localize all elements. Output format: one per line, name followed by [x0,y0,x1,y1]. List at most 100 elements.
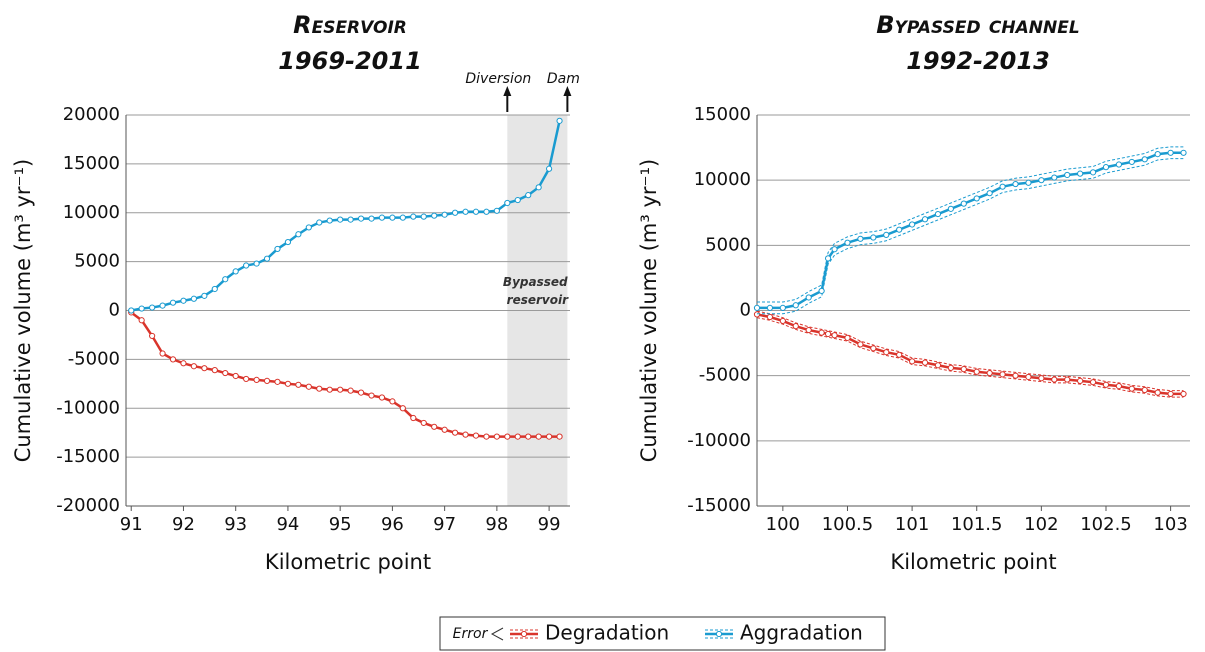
legend-error-label: Error [453,626,489,642]
data-point [159,350,166,357]
data-point [378,394,386,401]
data-point [973,368,980,375]
y-tick-label: -15000 [56,446,120,467]
data-point [818,287,825,295]
data-point [368,392,375,399]
data-point [483,208,490,215]
y-tick-label: -20000 [56,495,120,516]
annotation-label: Dam [547,71,580,87]
data-point [766,313,774,321]
data-point [909,221,916,228]
data-point [169,356,177,363]
data-point [305,224,312,231]
y-tick-label: 20000 [63,104,120,125]
data-point [1077,377,1084,384]
data-point [504,199,511,207]
data-point [138,317,145,324]
data-point [514,433,521,440]
data-point [960,200,967,207]
data-point [232,372,239,380]
data-point [1141,156,1148,163]
data-point [493,433,500,440]
legend-swatch-marker [715,630,723,638]
data-point [921,359,929,366]
data-point [546,165,553,172]
data-point [232,268,239,275]
data-point [1102,381,1110,388]
y-tick-label: -5000 [699,365,751,386]
data-point [274,245,281,253]
y-tick-label: 15000 [63,153,120,174]
shade-label: Bypassed reservoir [503,275,572,307]
y-tick-label: 10000 [694,169,751,190]
data-point [934,210,942,218]
error-band [756,310,1184,392]
data-point [431,212,438,219]
data-point [316,385,323,392]
data-point [149,304,156,311]
data-point [357,215,365,222]
data-point [831,332,838,339]
data-point [805,326,812,334]
data-point [921,216,929,223]
data-point [766,304,774,311]
data-point [243,375,250,383]
annotation-arrowhead [563,86,572,96]
x-tick-label: 97 [433,514,456,535]
data-point [999,183,1006,190]
data-point [368,215,375,222]
x-tick-label: 102.5 [1080,514,1132,535]
data-point [378,214,386,221]
data-point [896,226,903,233]
data-point [1077,170,1084,177]
x-axis-label: Kilometric point [890,550,1056,574]
data-point [253,376,260,384]
data-point [243,262,250,269]
data-point [1128,385,1135,392]
data-point [149,332,156,340]
data-point [986,190,993,197]
data-point [451,209,459,216]
y-tick-label: 0 [109,300,120,321]
annotation-label: Diversion [465,71,531,87]
x-tick-label: 100 [766,514,800,535]
data-point [180,297,187,304]
data-point [295,381,302,388]
data-point [1051,376,1058,383]
data-point [326,217,333,224]
data-point [263,255,271,262]
data-point [857,341,864,348]
y-tick-label: -15000 [687,495,751,516]
data-point [934,362,942,369]
data-point [347,216,354,223]
legend-label: Degradation [545,621,669,645]
data-point [431,423,438,430]
data-point [857,235,864,242]
data-point [1115,161,1123,168]
data-point [201,292,208,299]
data-point [792,302,799,309]
data-point [909,358,916,365]
data-point [138,305,145,312]
data-point [753,311,761,318]
series-line [130,120,561,312]
data-point [222,276,229,283]
x-tick-label: 91 [120,514,143,535]
data-point [525,192,532,199]
data-point [389,214,396,221]
legend-swatch-marker [520,630,528,638]
data-point [535,433,542,440]
data-point [441,426,448,433]
y-tick-label: -5000 [68,348,120,369]
x-tick-label: 101.5 [951,514,1003,535]
data-point [253,260,260,267]
data-point [805,294,812,301]
data-point [986,369,993,377]
data-point [128,307,135,314]
chart-title: Bypassed channel [876,11,1079,39]
data-point [1154,389,1161,396]
data-point [180,360,187,367]
data-point [824,330,832,338]
data-point [357,389,365,396]
